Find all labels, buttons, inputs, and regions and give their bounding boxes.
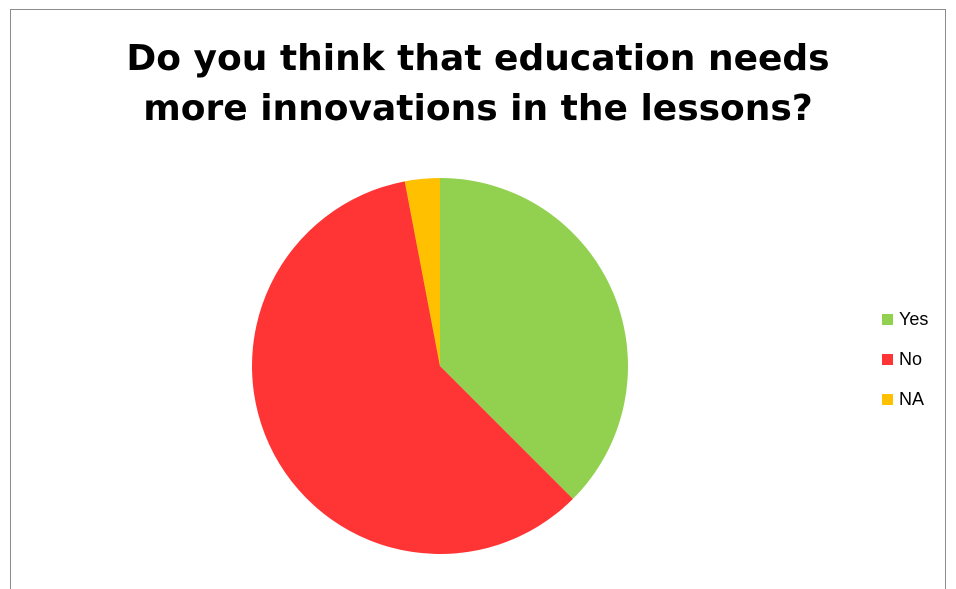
chart-title-line-2: more innovations in the lessons? bbox=[143, 88, 813, 129]
pie-slice-no bbox=[251, 181, 573, 554]
legend-label-no: No bbox=[899, 348, 923, 369]
pie-slice-yes bbox=[440, 178, 628, 499]
legend-swatch-yes bbox=[882, 313, 893, 325]
chart-legend: Yes No NA bbox=[882, 308, 928, 428]
legend-item-no: No bbox=[882, 348, 928, 370]
chart-title-line-1: Do you think that education needs bbox=[126, 38, 830, 79]
legend-item-yes: Yes bbox=[882, 308, 928, 330]
legend-swatch-no bbox=[882, 353, 893, 365]
legend-item-na: NA bbox=[882, 388, 928, 410]
pie-slices bbox=[251, 178, 628, 554]
pie-slice-na bbox=[404, 178, 440, 366]
legend-label-yes: Yes bbox=[899, 308, 929, 329]
legend-swatch-na bbox=[882, 393, 893, 405]
legend-label-na: NA bbox=[899, 388, 925, 409]
chart-title: Do you think that education needs more i… bbox=[0, 34, 956, 134]
